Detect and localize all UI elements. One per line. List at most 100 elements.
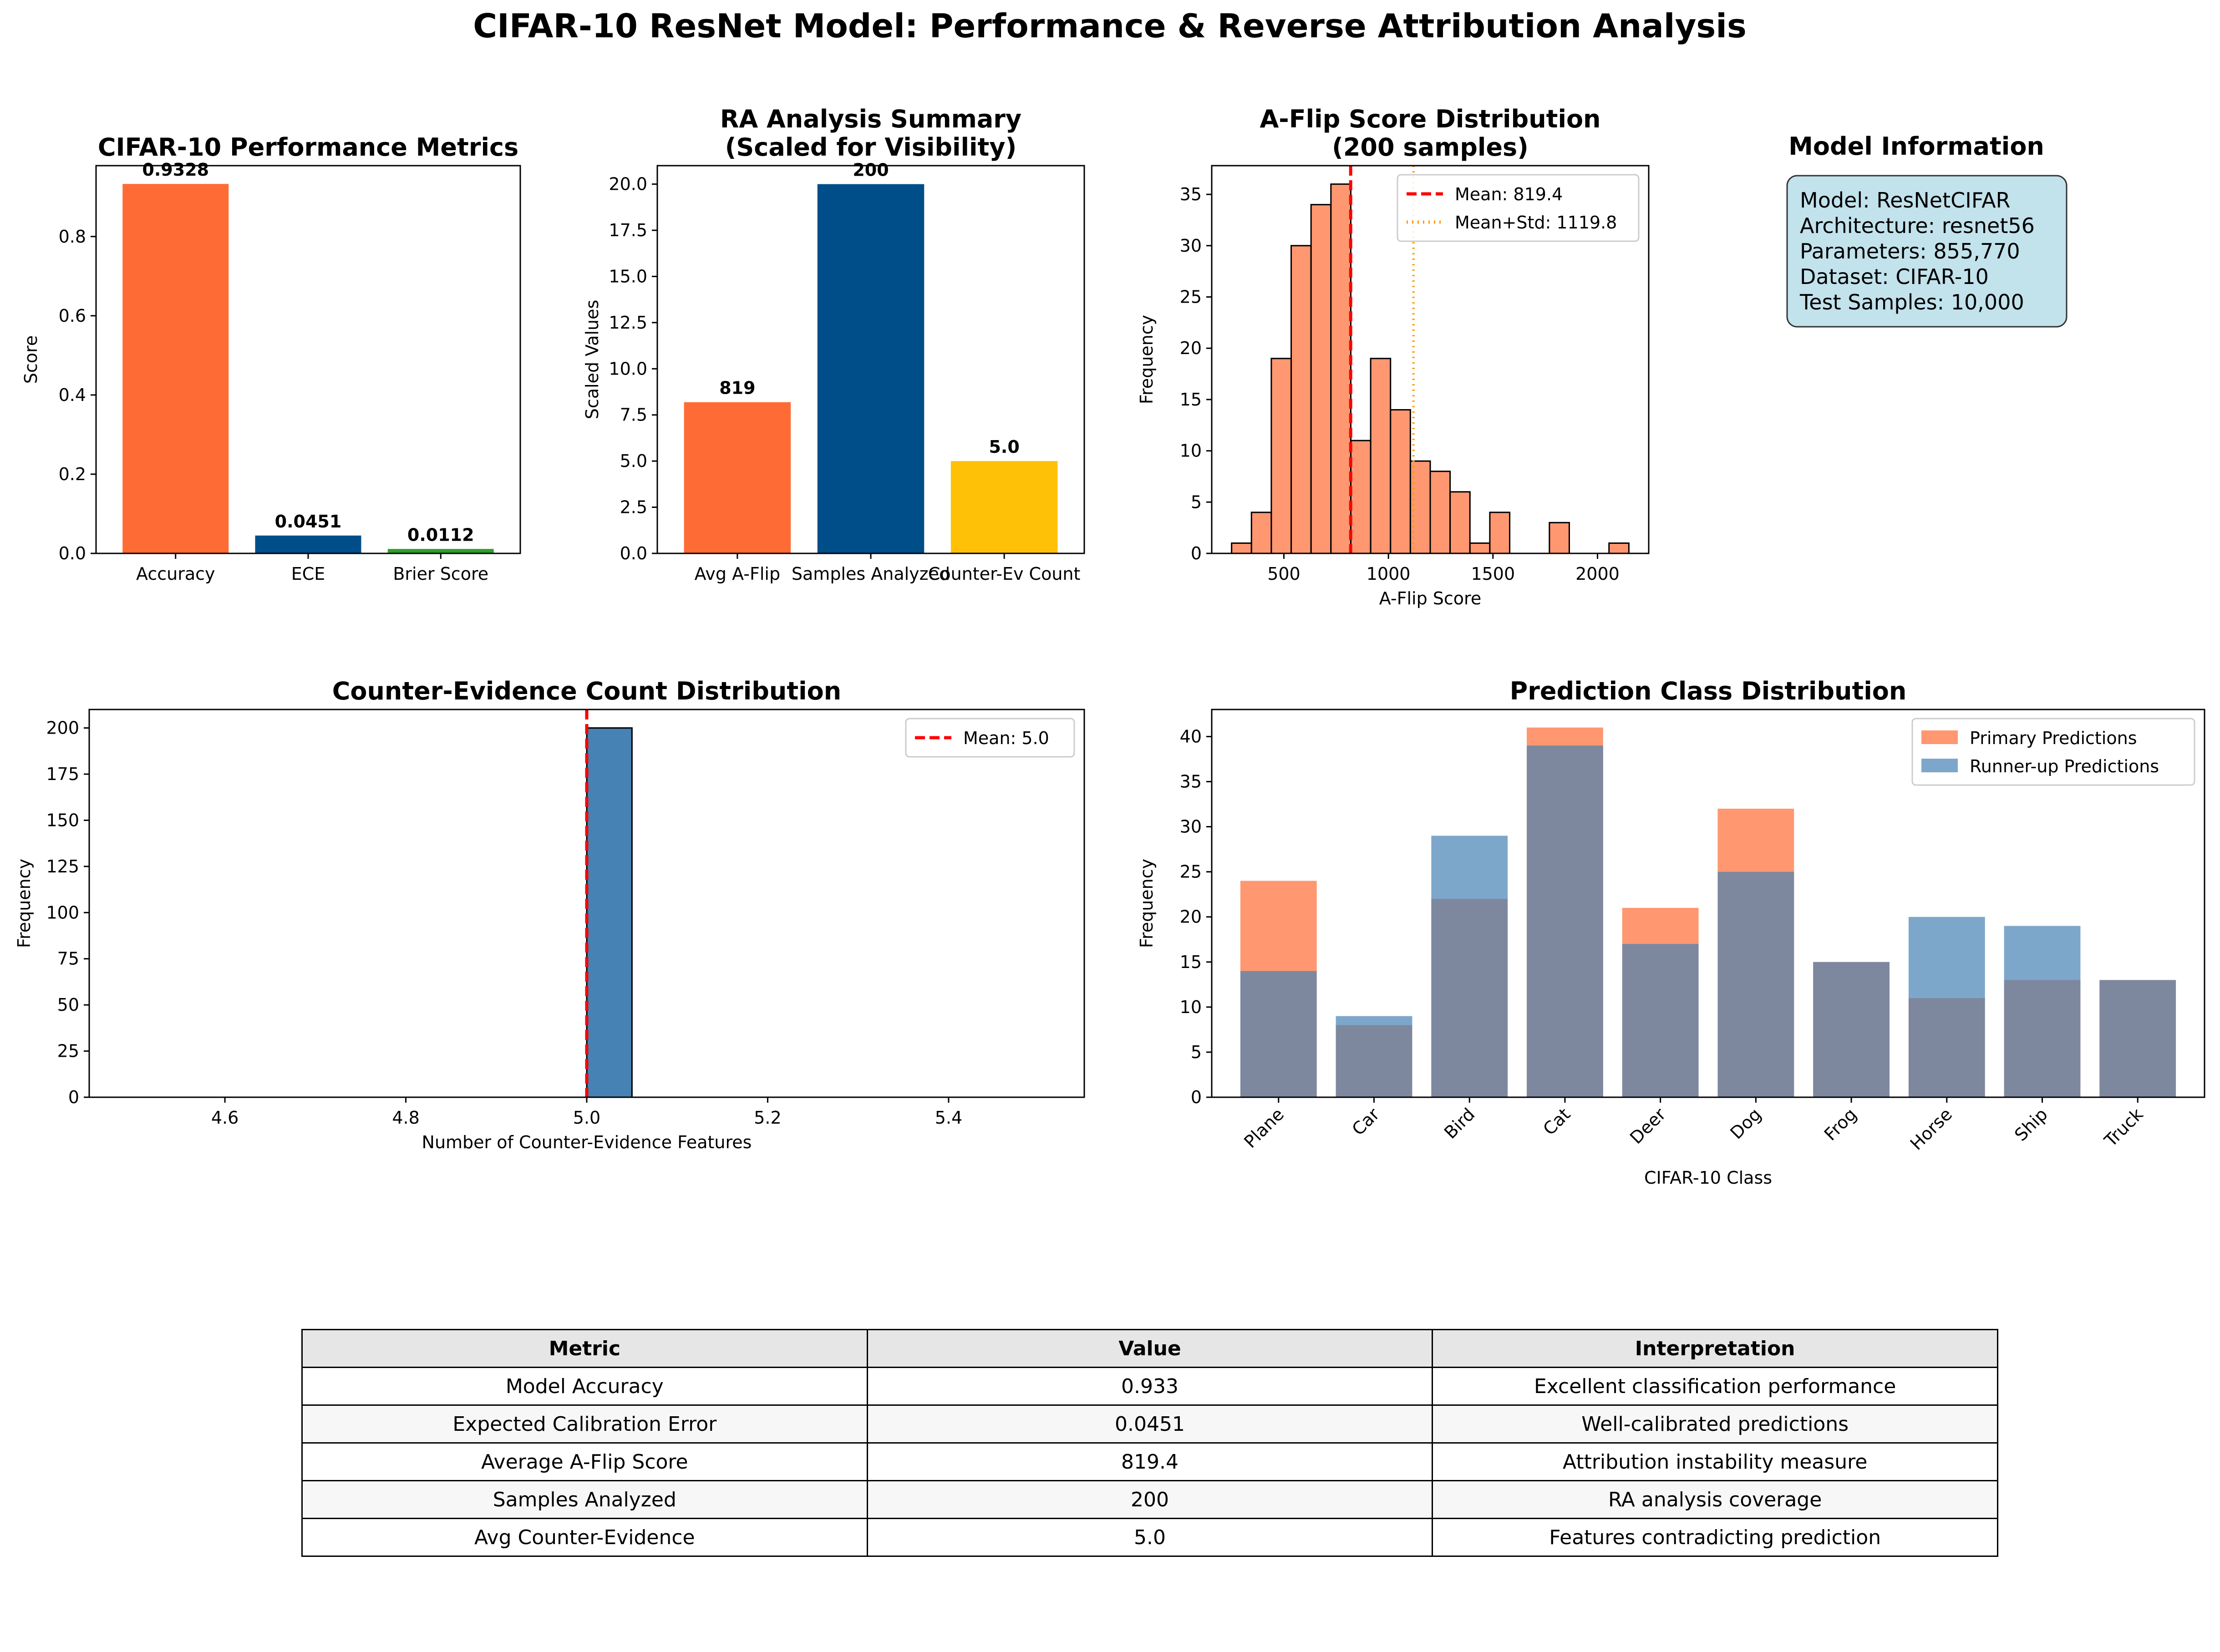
- y-tick-label: 0.2: [59, 464, 86, 484]
- y-tick-label: 10: [1180, 441, 1202, 461]
- header-interpretation: Interpretation: [1432, 1329, 1998, 1368]
- y-tick-label: 35: [1180, 184, 1202, 204]
- chart-title: Prediction Class Distribution: [1510, 677, 1907, 705]
- legend-swatch: [1921, 759, 1958, 772]
- chart-5: 0 5 10 15 20 25 30 35 40 Plane Car Bird Cat Deer Dog Fr…: [1137, 677, 2205, 1188]
- y-tick-label: 17.5: [609, 220, 647, 240]
- model-info-line: Test Samples: 10,000: [1799, 290, 2024, 314]
- y-tick-label: 5.0: [620, 451, 647, 471]
- table-cell: Average A-Flip Score: [301, 1442, 868, 1481]
- bar: [950, 461, 1058, 553]
- y-tick-label: 0.0: [620, 543, 647, 563]
- y-tick-label: 0: [1191, 1087, 1202, 1107]
- legend-label: Mean+Std: 1119.8: [1455, 213, 1617, 233]
- table-cell: Attribution instability measure: [1432, 1442, 1998, 1481]
- histogram-bar: [1409, 460, 1431, 554]
- chart-title: A-Flip Score Distribution: [1260, 105, 1600, 133]
- bar-runner-up: [1813, 962, 1890, 1097]
- bar-value-label: 5.0: [989, 437, 1019, 457]
- histogram-bar: [586, 727, 633, 1098]
- x-tick-label: Truck: [2100, 1104, 2147, 1151]
- y-tick-label: 0: [1191, 543, 1202, 563]
- y-tick-label: 25: [1180, 287, 1202, 307]
- y-tick-label: 20: [1180, 907, 1202, 927]
- y-axis-label: Score: [21, 335, 41, 384]
- y-tick-label: 20: [1180, 338, 1202, 358]
- bar-value-label: 0.0451: [275, 512, 342, 532]
- x-tick-label: ECE: [291, 564, 325, 584]
- bar-runner-up: [1908, 917, 1985, 1097]
- plot-frame: [1211, 165, 1650, 554]
- bar: [684, 402, 791, 553]
- summary-table-container: Metric Value Interpretation Model Accura…: [301, 1329, 1998, 1557]
- y-tick-label: 25: [1180, 862, 1202, 882]
- y-tick-label: 100: [46, 902, 79, 922]
- bar: [122, 184, 229, 553]
- legend-box: [1911, 718, 2195, 786]
- histogram-bar: [1330, 183, 1351, 554]
- legend-swatch: [1921, 730, 1958, 744]
- histogram-bar: [1549, 522, 1570, 554]
- model-info-line: Architecture: resnet56: [1800, 213, 2035, 238]
- table-cell: 0.0451: [866, 1404, 1433, 1444]
- legend-label: Mean: 5.0: [963, 728, 1049, 748]
- histogram-bar: [1270, 358, 1292, 554]
- histogram-bar: [1429, 471, 1451, 554]
- header-metric: Metric: [301, 1329, 868, 1368]
- chart-title: RA Analysis Summary: [720, 105, 1021, 133]
- x-tick-label: 5.4: [935, 1108, 962, 1128]
- bar-runner-up: [1527, 745, 1603, 1097]
- y-axis-label: Frequency: [1137, 315, 1157, 404]
- x-tick-label: 1500: [1471, 564, 1515, 584]
- chart-title: Counter-Evidence Count Distribution: [332, 677, 841, 705]
- x-tick-label: Car: [1348, 1104, 1383, 1140]
- model-info-line: Parameters: 855,770: [1800, 239, 2020, 264]
- y-tick-label: 15: [1180, 390, 1202, 410]
- table-cell: Avg Counter-Evidence: [301, 1518, 868, 1557]
- x-tick-label: Plane: [1240, 1104, 1288, 1152]
- table-cell: Features contradicting prediction: [1432, 1518, 1998, 1557]
- table-cell: Model Accuracy: [301, 1367, 868, 1406]
- y-tick-label: 5: [1191, 492, 1202, 512]
- x-tick-label: Frog: [1820, 1104, 1861, 1145]
- legend-label: Runner-up Predictions: [1970, 756, 2159, 776]
- table-cell: 5.0: [866, 1518, 1433, 1557]
- model-info-panel: Model Information Model: ResNetCIFARArchi…: [1786, 132, 2068, 328]
- chart-title: (200 samples): [1332, 133, 1529, 162]
- y-tick-label: 0.8: [59, 227, 86, 247]
- y-tick-label: 125: [46, 856, 79, 877]
- x-tick-label: Cat: [1539, 1104, 1574, 1139]
- bar-runner-up: [1622, 944, 1699, 1097]
- model-info-title: Model Information: [1788, 132, 2044, 161]
- y-tick-label: 2.5: [620, 497, 647, 517]
- x-axis-label: Number of Counter-Evidence Features: [422, 1132, 752, 1152]
- bar-runner-up: [2099, 980, 2176, 1097]
- x-tick-label: 500: [1267, 564, 1301, 584]
- y-tick-label: 10.0: [609, 359, 647, 379]
- bar-runner-up: [1717, 872, 1794, 1097]
- table-cell: Excellent classification performance: [1432, 1367, 1998, 1406]
- x-tick-label: 5.0: [573, 1108, 600, 1128]
- table-cell: 200: [866, 1480, 1433, 1519]
- y-tick-label: 7.5: [620, 405, 647, 425]
- figure-title: CIFAR-10 ResNet Model: Performance & Rev…: [473, 7, 1747, 45]
- y-tick-label: 15.0: [609, 266, 647, 286]
- model-info-box: [1786, 175, 2068, 328]
- chart-4: 0 25 50 75 100 125 150 175 200 4.6 4.8 5.0 5.2 5.4 Cou…: [14, 677, 1085, 1152]
- chart-1: 0.9328 0.0451 0.0112 0.0 0.2 0.4 0.6 0.8 Accurac…: [21, 133, 521, 584]
- y-tick-label: 0.6: [59, 306, 86, 326]
- table-row: Average A-Flip Score 819.4 Attribution i…: [301, 1442, 1998, 1481]
- y-tick-label: 30: [1180, 236, 1202, 256]
- table-row: Expected Calibration Error 0.0451 Well-c…: [301, 1404, 1998, 1444]
- y-tick-label: 200: [46, 718, 79, 738]
- y-tick-label: 30: [1180, 817, 1202, 837]
- x-tick-label: Bird: [1440, 1104, 1479, 1143]
- y-axis-label: Frequency: [14, 859, 34, 948]
- histogram-bar: [1608, 542, 1630, 554]
- y-tick-label: 0.4: [59, 385, 86, 405]
- histogram-bar: [1469, 542, 1491, 554]
- histogram-bar: [1390, 409, 1411, 554]
- bar-runner-up: [2004, 926, 2081, 1097]
- y-tick-label: 20.0: [609, 174, 647, 194]
- legend-label: Primary Predictions: [1970, 728, 2137, 748]
